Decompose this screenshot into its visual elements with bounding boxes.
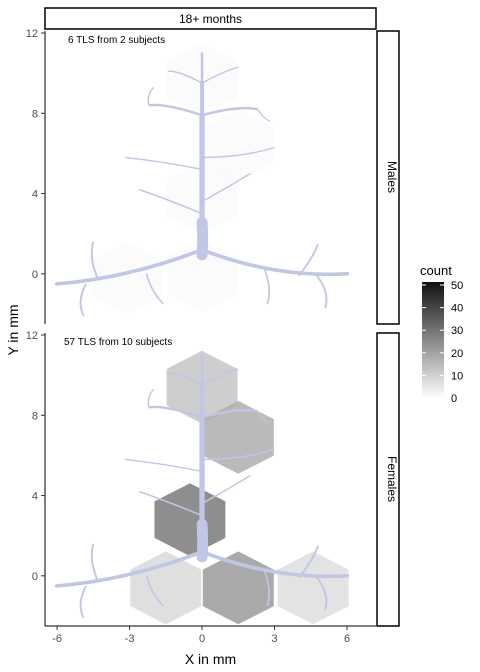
y-tick-label: 4 xyxy=(32,189,38,201)
legend-tick-label: 40 xyxy=(451,303,463,315)
x-tick-label: 3 xyxy=(271,633,277,645)
y-tick-label: 8 xyxy=(32,108,38,120)
panel-females: 57 TLS from 10 subjects xyxy=(57,337,349,624)
legend-tick-label: 10 xyxy=(451,370,463,382)
y-tick-label: 8 xyxy=(32,410,38,422)
panel-annotation-females: 57 TLS from 10 subjects xyxy=(64,337,172,348)
y-tick-label: 0 xyxy=(32,571,38,583)
x-tick-label: 0 xyxy=(199,633,205,645)
legend-tick-label: 30 xyxy=(451,325,463,337)
x-axis-title: X in mm xyxy=(185,651,236,667)
x-tick-label: -3 xyxy=(125,633,135,645)
y-axis-title: Y in mm xyxy=(5,304,21,355)
legend-title: count xyxy=(420,263,452,278)
panel-males: 6 TLS from 2 subjects xyxy=(57,35,347,316)
facet-strip-label: 18+ months xyxy=(179,12,242,26)
legend-tick-label: 50 xyxy=(451,280,463,292)
legend-colorbar xyxy=(422,282,444,398)
y-tick-label: 0 xyxy=(32,269,38,281)
x-tick-label: 6 xyxy=(344,633,350,645)
x-tick-label: -6 xyxy=(52,633,62,645)
legend-tick-label: 20 xyxy=(451,348,463,360)
legend-tick-label: 0 xyxy=(451,393,457,405)
y-tick-label: 4 xyxy=(32,491,38,503)
hexbin xyxy=(130,551,201,624)
legend: count 0 10 20 30 40 50 xyxy=(420,263,463,405)
y-tick-label: 12 xyxy=(26,330,38,342)
facet-label-females: Females xyxy=(385,456,399,502)
facet-label-males: Males xyxy=(385,161,399,193)
hexbin xyxy=(155,483,226,556)
hexbin xyxy=(278,551,349,624)
panel-annotation-males: 6 TLS from 2 subjects xyxy=(68,35,165,46)
y-tick-label: 12 xyxy=(26,28,38,40)
